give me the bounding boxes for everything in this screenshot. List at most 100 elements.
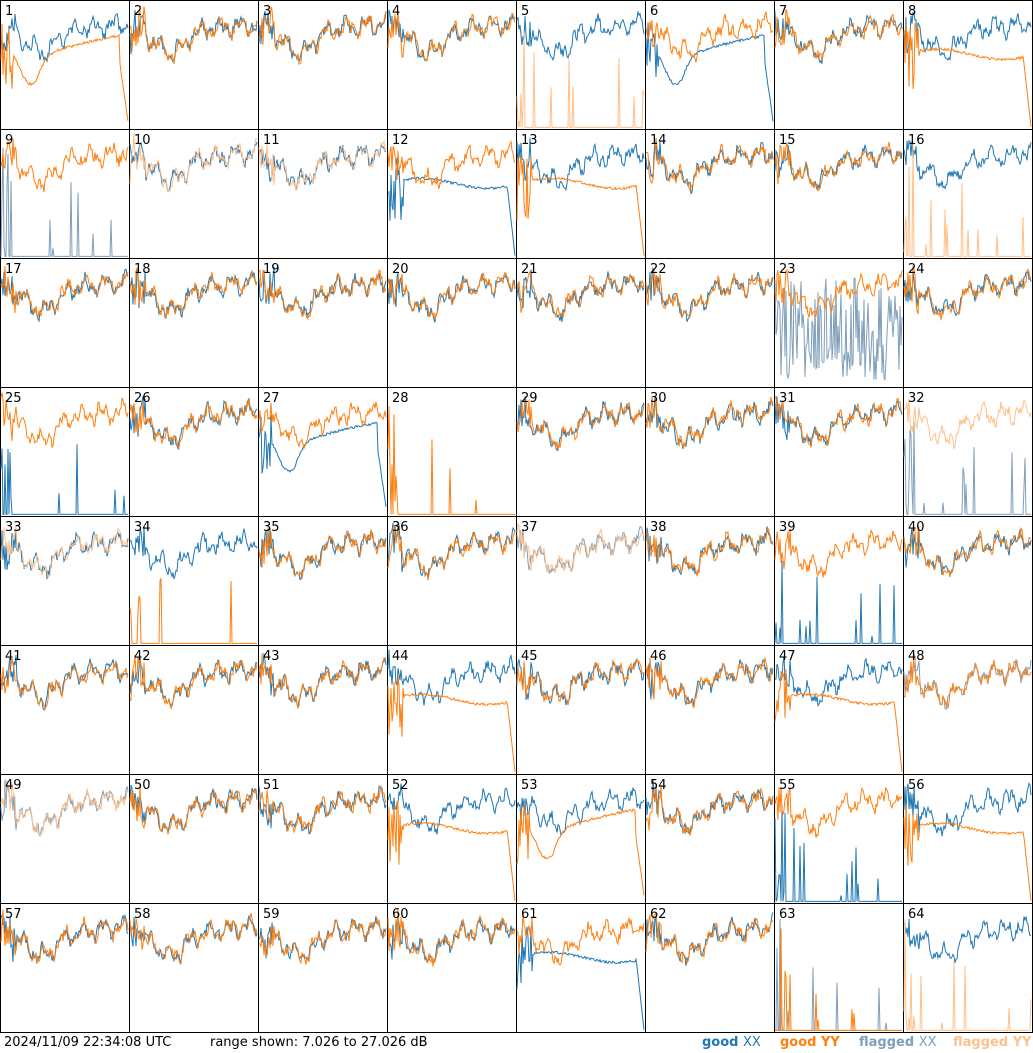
series-yy-good: [0, 658, 129, 711]
tile-label: 13: [521, 133, 538, 148]
timestamp-label: 2024/11/09 22:34:08 UTC: [4, 1035, 172, 1050]
tile-28: 28: [387, 387, 517, 517]
series-yy-good: [0, 138, 129, 193]
tile-label: 62: [650, 907, 667, 922]
tile-frame: [645, 516, 775, 646]
tile-frame: [129, 129, 259, 259]
legend-flagged-yy-word: flagged: [953, 1035, 1009, 1050]
tile-64: 64: [903, 903, 1033, 1033]
tile-frame: [903, 516, 1033, 646]
tile-label: 43: [263, 649, 280, 664]
tile-36: 36: [387, 516, 517, 646]
tile-label: 22: [650, 262, 667, 277]
tile-8: 8: [903, 0, 1033, 130]
legend-good-yy-pol: YY: [821, 1035, 840, 1050]
series-xx-flagged: [903, 421, 1031, 515]
tile-21: 21: [516, 258, 646, 388]
tile-frame: [516, 645, 646, 775]
series-yy-good: [645, 395, 774, 448]
series-yy-good: [387, 271, 516, 320]
tile-label: 34: [134, 520, 151, 535]
tile-label: 9: [5, 133, 13, 148]
series-xx-flagged: [774, 277, 903, 381]
tile-frame: [774, 0, 904, 130]
tile-9: 9: [0, 129, 130, 259]
series-xx-good: [129, 914, 258, 965]
tile-frame: [645, 645, 775, 775]
tile-32: 32: [903, 387, 1033, 517]
tile-label: 49: [5, 778, 22, 793]
tile-frame: [387, 774, 517, 904]
series-xx-good: [774, 560, 902, 644]
tile-label: 55: [779, 778, 796, 793]
tile-label: 64: [908, 907, 925, 922]
legend-flagged-xx: flagged XX: [859, 1034, 937, 1052]
series-xx-good: [645, 22, 774, 122]
series-yy-good: [645, 785, 774, 837]
tile-label: 5: [521, 4, 529, 19]
tile-frame: [903, 903, 1033, 1033]
tile-label: 3: [263, 4, 271, 19]
tile-label: 30: [650, 391, 667, 406]
series-xx-good: [258, 785, 387, 835]
tile-label: 37: [521, 520, 538, 535]
legend-flagged-xx-word: flagged: [859, 1035, 915, 1050]
tile-label: 14: [650, 133, 667, 148]
tile-31: 31: [774, 387, 904, 517]
tile-frame: [0, 0, 130, 130]
tile-62: 62: [645, 903, 775, 1033]
series-xx-good: [645, 141, 774, 195]
tile-label: 8: [908, 4, 916, 19]
tile-22: 22: [645, 258, 775, 388]
tile-frame: [0, 129, 130, 259]
tile-58: 58: [129, 903, 259, 1033]
series-yy-good: [774, 528, 903, 578]
tile-51: 51: [258, 774, 388, 904]
tile-24: 24: [903, 258, 1033, 388]
tile-frame: [129, 387, 259, 517]
tile-label: 21: [521, 262, 538, 277]
series-xx-flagged: [516, 526, 645, 574]
tile-label: 58: [134, 907, 151, 922]
tile-label: 36: [392, 520, 409, 535]
tile-label: 40: [908, 520, 925, 535]
tile-label: 38: [650, 520, 667, 535]
tile-frame: [387, 258, 517, 388]
tile-label: 26: [134, 391, 151, 406]
series-yy-good: [645, 10, 774, 63]
series-yy-flagged: [903, 143, 1031, 257]
tile-label: 51: [263, 778, 280, 793]
range-label: range shown: 7.026 to 27.026 dB: [210, 1035, 428, 1050]
series-yy-good: [903, 23, 1032, 127]
legend-good-xx-word: good: [702, 1035, 739, 1050]
series-yy-good: [645, 268, 774, 319]
series-xx-good: [516, 926, 645, 1030]
tile-60: 60: [387, 903, 517, 1033]
tile-frame: [0, 774, 130, 904]
tile-59: 59: [258, 903, 388, 1033]
series-yy-good: [387, 140, 516, 189]
series-yy-flagged: [516, 522, 645, 574]
tile-frame: [516, 774, 646, 904]
series-yy-good: [258, 269, 387, 321]
tile-label: 33: [5, 520, 22, 535]
series-yy-good: [774, 786, 903, 838]
tile-6: 6: [645, 0, 775, 130]
tile-label: 60: [392, 907, 409, 922]
tile-label: 46: [650, 649, 667, 664]
tile-frame: [387, 129, 517, 259]
series-yy-flagged: [0, 524, 129, 579]
tile-20: 20: [387, 258, 517, 388]
tile-3: 3: [258, 0, 388, 130]
series-yy-good: [129, 655, 258, 710]
tile-frame: [129, 258, 259, 388]
tile-label: 27: [263, 391, 280, 406]
series-yy-good: [129, 6, 258, 65]
tile-label: 7: [779, 4, 787, 19]
series-xx-good: [516, 11, 645, 62]
series-yy-good: [129, 913, 258, 965]
tile-11: 11: [258, 129, 388, 259]
tile-label: 35: [263, 520, 280, 535]
tile-label: 20: [392, 262, 409, 277]
tile-frame: [903, 258, 1033, 388]
